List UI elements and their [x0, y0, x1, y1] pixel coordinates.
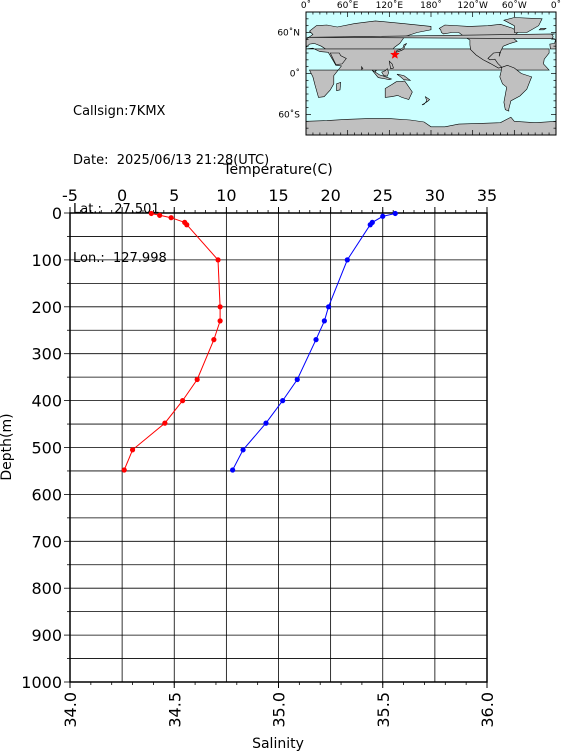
- land-iceland: [538, 28, 547, 31]
- map-ticks: [305, 11, 557, 136]
- depth-tick-label: 600: [31, 485, 62, 504]
- salinity-point: [321, 318, 327, 324]
- map-latitude-label: 60˚S: [278, 110, 300, 121]
- profile-chart: -5 0 5 10 15 20 25 30 35 34.0 34.5 35.0 35.5 36.0 01…: [0, 162, 497, 751]
- map-latitude-label: 60˚N: [277, 28, 300, 39]
- map-longitude-label: 60˚E: [337, 0, 359, 11]
- land-greenland: [503, 17, 543, 33]
- temperature-point: [121, 467, 127, 473]
- temperature-tick-labels: -5 0 5 10 15 20 25 30 35: [62, 186, 497, 213]
- land-borneo: [381, 68, 389, 77]
- temperature-point: [162, 420, 168, 426]
- callsign-label: Callsign:7KMX: [73, 104, 166, 119]
- salinity-tick-labels: 34.0 34.5 35.0 35.5 36.0: [61, 682, 497, 728]
- salinity-point: [325, 304, 332, 310]
- salinity-profile-line: [232, 213, 396, 471]
- map-longitude-label: 0˚: [301, 0, 311, 11]
- map-longitude-label: 60˚W: [502, 0, 527, 11]
- salinity-tick-label: 35.5: [374, 692, 393, 728]
- salinity-point: [280, 398, 286, 404]
- salinity-point: [380, 213, 386, 219]
- station-marker: [389, 49, 400, 59]
- land-australia: [384, 80, 413, 100]
- temperature-tick-label: 35: [477, 186, 497, 205]
- temperature-tick-label: 15: [268, 186, 288, 205]
- salinity-point: [263, 420, 269, 426]
- temperature-tick-label: 30: [425, 186, 445, 205]
- temperature-point: [217, 318, 223, 324]
- land-arabia: [329, 52, 347, 65]
- world-map: 0˚ 60˚E 120˚E 180˚ 120˚W 60˚W 0˚ 60˚N 0˚ 60˚S: [277, 0, 561, 136]
- salinity-point: [230, 467, 236, 473]
- depth-tick-label: 1000: [21, 673, 62, 692]
- land-sri-lanka: [361, 65, 364, 70]
- temperature-point: [184, 222, 190, 228]
- temperature-tick-label: 0: [117, 186, 127, 205]
- land-madagascar: [336, 81, 342, 91]
- depth-tick-label: 100: [31, 251, 62, 270]
- temperature-point: [157, 212, 163, 218]
- depth-tick-label: 400: [31, 392, 62, 411]
- salinity-tick-label: 35.0: [270, 692, 289, 728]
- date-label: Date: 2025/06/13 21:28(UTC): [73, 153, 270, 168]
- temperature-axis-title: Temperature(C): [222, 162, 332, 178]
- depth-tick-label: 0: [52, 204, 62, 223]
- temperature-point: [215, 257, 221, 263]
- depth-tick-label: 500: [31, 439, 62, 458]
- salinity-tick-label: 34.5: [165, 692, 184, 728]
- temperature-tick-label: 20: [320, 186, 340, 205]
- map-latitude-label: 0˚: [290, 69, 300, 80]
- salinity-tick-label: 34.0: [61, 692, 80, 728]
- depth-tick-label: 700: [31, 532, 62, 551]
- depth-axis-title: Depth(m): [0, 413, 15, 480]
- temperature-point: [168, 215, 174, 221]
- temperature-profile-line: [123, 213, 221, 471]
- map-longitude-label: 120˚E: [376, 0, 404, 11]
- map-land: [305, 17, 557, 136]
- land-indonesia: [371, 69, 393, 81]
- temperature-point: [179, 398, 186, 404]
- salinity-point: [392, 210, 398, 217]
- temperature-point: [217, 304, 223, 310]
- salinity-point: [313, 337, 319, 343]
- temperature-point: [148, 210, 154, 217]
- land-uk: [306, 33, 555, 40]
- map-longitude-label: 180˚: [420, 0, 442, 11]
- temperature-tick-label: 25: [373, 186, 393, 205]
- temperature-point: [129, 447, 136, 453]
- temperature-tick-label: 10: [216, 186, 236, 205]
- depth-tick-labels: 0 100 200 300 400 500 600 700 800 900 1000: [21, 204, 62, 692]
- land-philippines: [388, 60, 394, 70]
- depth-tick-label: 200: [31, 298, 62, 317]
- map-latitude-labels: 60˚N 0˚ 60˚S: [277, 28, 300, 121]
- map-longitude-label: 120˚W: [457, 0, 488, 11]
- depth-tick-label: 900: [31, 626, 62, 645]
- depth-tick-label: 800: [31, 579, 62, 598]
- temperature-point: [211, 337, 217, 343]
- land-new-zealand: [421, 95, 431, 106]
- temperature-point: [194, 376, 200, 383]
- salinity-point: [344, 257, 350, 263]
- land-japan: [395, 43, 407, 53]
- salinity-axis-title: Salinity: [252, 736, 304, 751]
- longitude-label: Lon.: 127.998: [73, 251, 167, 266]
- salinity-point: [367, 222, 373, 228]
- salinity-tick-label: 36.0: [478, 692, 497, 728]
- land-new-guinea: [396, 73, 412, 81]
- temperature-tick-label: 5: [169, 186, 179, 205]
- temperature-tick-label: -5: [62, 186, 78, 205]
- profile-series: [121, 210, 398, 473]
- land-south-america: [499, 64, 533, 112]
- map-longitude-labels: 0˚ 60˚E 120˚E 180˚ 120˚W 60˚W 0˚: [301, 0, 561, 11]
- map-longitude-label: 0˚: [551, 0, 561, 11]
- salinity-point: [240, 447, 246, 453]
- salinity-point: [294, 376, 300, 383]
- station-star-icon: [389, 49, 400, 59]
- depth-tick-label: 300: [31, 345, 62, 364]
